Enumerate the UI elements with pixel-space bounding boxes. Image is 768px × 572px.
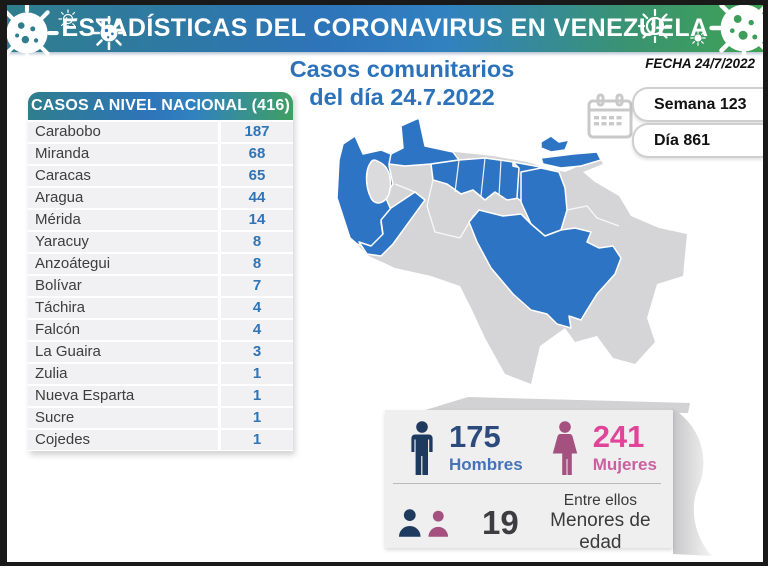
map-region-andes: [358, 191, 426, 257]
table-row: Carabobo 187: [28, 122, 293, 142]
cases-table: CASOS A NIVEL NACIONAL (416) Carabobo 187…: [28, 92, 293, 451]
map-region-bolivar: [468, 209, 622, 329]
header-title: ESTADÍSTICAS DEL CORONAVIRUS EN VENEZUEL…: [61, 14, 709, 42]
women-label: Mujeres: [592, 455, 657, 474]
table-row: Falcón 4: [28, 320, 293, 340]
children-icons: [398, 509, 449, 537]
calendar-icon: [587, 93, 633, 139]
table-row: Mérida 14: [28, 210, 293, 230]
man-icon: [411, 421, 433, 475]
table-row: Cojedes 1: [28, 430, 293, 450]
page-title-line2: del día 24.7.2022: [309, 84, 495, 110]
table-row: Aragua 44: [28, 188, 293, 208]
table-row: Nueva Esparta 1: [28, 386, 293, 406]
table-row: Miranda 68: [28, 144, 293, 164]
minors-caption: Entre ellos: [563, 492, 637, 509]
gender-stats-row: 175 Hombres 241 Mujeres: [385, 410, 673, 477]
map-region-sucre: [540, 151, 602, 169]
week-badge: Semana 123: [632, 87, 763, 122]
page-fold-decoration: [422, 397, 712, 556]
header-banner: ESTADÍSTICAS DEL CORONAVIRUS EN VENEZUEL…: [7, 5, 763, 52]
day-badge-label: Día 861: [654, 131, 711, 149]
cases-table-header: CASOS A NIVEL NACIONAL (416): [28, 92, 293, 120]
men-count: 175: [449, 419, 501, 454]
minors-label: Menores de edad: [550, 510, 651, 553]
map-region-falcon: [388, 117, 460, 167]
map-region-nueva-esparta: [540, 135, 570, 153]
date-label: FECHA 24/7/2022: [645, 56, 755, 71]
minors-count: 19: [481, 504, 519, 541]
page-title-line1: Casos comunitarios: [289, 56, 515, 82]
minors-stat: 19 Entre ellos Menores de edad: [385, 484, 673, 554]
frame-border-bottom: [0, 562, 768, 566]
map-falcon-medanos: [378, 134, 404, 147]
table-row: Táchira 4: [28, 298, 293, 318]
table-row: Yaracuy 8: [28, 232, 293, 252]
map-region-anzoategui: [520, 167, 568, 237]
frame-border-right: [763, 0, 768, 566]
card-divider: [393, 483, 661, 484]
woman-icon: [552, 421, 577, 475]
women-stat: 241 Mujeres: [549, 421, 657, 477]
table-row: Bolívar 7: [28, 276, 293, 296]
page-title: Casos comunitarios del día 24.7.2022: [285, 55, 519, 111]
table-row: Anzoátegui 8: [28, 254, 293, 274]
table-row: La Guaira 3: [28, 342, 293, 362]
cases-table-body: Carabobo 187 Miranda 68 Caracas 65 Aragua 44…: [28, 122, 293, 451]
map-lake-maracaibo: [365, 159, 392, 204]
stats-card: 175 Hombres 241 Mujeres 19 Entre ellos M…: [385, 410, 673, 553]
day-badge: Día 861: [632, 123, 763, 158]
table-row: Caracas 65: [28, 166, 293, 186]
men-label: Hombres: [449, 455, 523, 474]
table-row: Sucre 1: [28, 408, 293, 428]
men-stat: 175 Hombres: [407, 421, 523, 477]
frame-border-left: [0, 0, 7, 566]
map-region-central-coast: [430, 157, 522, 201]
women-count: 241: [592, 419, 645, 454]
venezuela-map: [336, 117, 687, 384]
week-badge-label: Semana 123: [654, 95, 747, 113]
table-row: Zulia 1: [28, 364, 293, 384]
frame-border-top: [0, 0, 768, 5]
